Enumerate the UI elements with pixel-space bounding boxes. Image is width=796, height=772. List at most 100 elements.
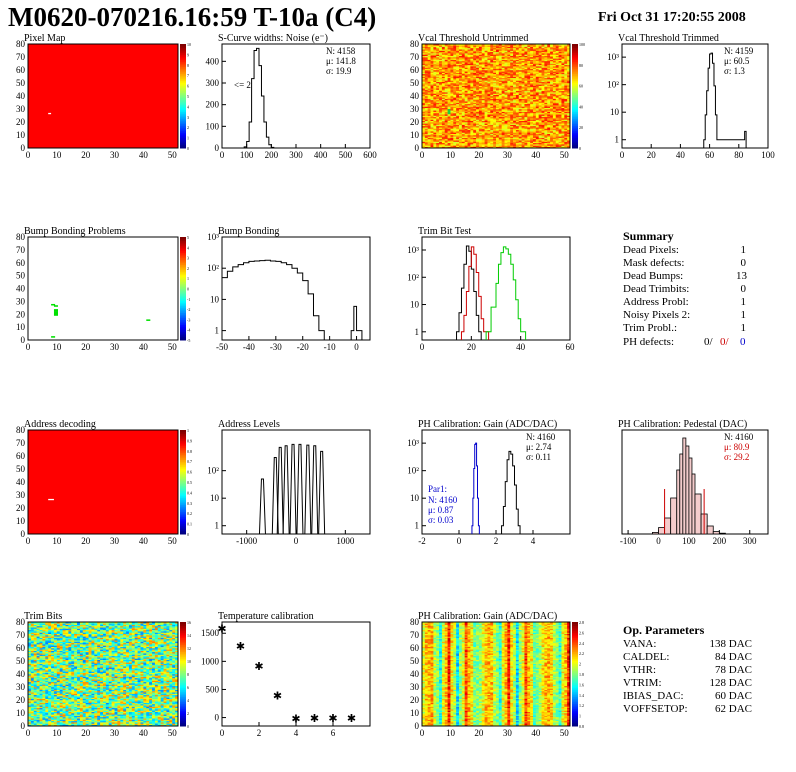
- heatmap-cell: [427, 92, 431, 94]
- heatmap-cell: [493, 50, 497, 53]
- heatmap-cell: [521, 63, 525, 66]
- heatmap-cell: [461, 58, 465, 60]
- heatmap-cell: [504, 92, 508, 94]
- heatmap-cell: [424, 89, 428, 92]
- heatmap-cell: [459, 111, 463, 114]
- heatmap-cell: [521, 86, 525, 89]
- heatmap-cell: [481, 97, 485, 99]
- heatmap-cell: [498, 77, 502, 80]
- heatmap-cell: [490, 103, 494, 106]
- colorbar-segment: [180, 118, 186, 121]
- heatmap-cell: [524, 70, 528, 72]
- pedestal-bar: [712, 531, 720, 535]
- heatmap-cell: [490, 131, 494, 133]
- pedestal-bar: [652, 532, 659, 535]
- heatmap-cell: [487, 47, 491, 50]
- heatmap-cell: [478, 55, 483, 58]
- y-tick-label: 50: [16, 78, 26, 88]
- heatmap-cell: [422, 68, 426, 71]
- heatmap-cell: [422, 92, 426, 94]
- x-tick-label: 600: [363, 150, 377, 160]
- heatmap-cell: [487, 145, 491, 147]
- heatmap-cell: [498, 79, 502, 81]
- heatmap-cell: [433, 90, 437, 93]
- heatmap-cell: [510, 101, 514, 103]
- heatmap-cell: [459, 109, 463, 111]
- heatmap-cell: [510, 86, 514, 89]
- heatmap-cell: [422, 109, 426, 111]
- heatmap-cell: [530, 93, 534, 95]
- x-tick-label: 2: [494, 536, 499, 546]
- heatmap-cell: [490, 145, 494, 147]
- heatmap-cell: [501, 107, 505, 110]
- heatmap-cell: [478, 58, 483, 60]
- colorbar-segment: [180, 101, 186, 104]
- heatmap-cell: [447, 137, 451, 140]
- heatmap-cell: [504, 133, 508, 136]
- heatmap-cell: [444, 109, 448, 111]
- heatmap-cell: [464, 110, 468, 112]
- heatmap-cells: [27, 43, 179, 149]
- heatmap-cell: [433, 64, 437, 67]
- heatmap-cell: [496, 75, 500, 77]
- colorbar-segment: [180, 109, 186, 113]
- heatmap-cell: [481, 103, 485, 106]
- heatmap-cell: [467, 49, 471, 51]
- heatmap-cell: [510, 129, 514, 132]
- heatmap-cell: [507, 66, 511, 68]
- heatmap-cell: [450, 92, 454, 94]
- heatmap-cell: [530, 85, 534, 88]
- heatmap-cell: [498, 110, 502, 112]
- heatmap-cell: [510, 119, 514, 121]
- heatmap-cell: [444, 135, 448, 137]
- heatmap-cell: [504, 132, 508, 134]
- heatmap-cell: [487, 85, 491, 88]
- heatmap-cell: [441, 118, 446, 120]
- heatmap-cell: [490, 106, 494, 108]
- heatmap-cell: [515, 88, 520, 90]
- heatmap-cell: [498, 114, 502, 116]
- heatmap-cell: [433, 50, 437, 53]
- heatmap-cell: [515, 99, 520, 102]
- heatmap-cell: [450, 80, 454, 82]
- heatmap-cell: [473, 123, 477, 125]
- colorbar-segment: [180, 116, 186, 120]
- heatmap-cell: [441, 120, 446, 123]
- heatmap-cell: [501, 116, 505, 119]
- heatmap-cell: [441, 68, 446, 71]
- heatmap-cell: [504, 144, 508, 146]
- heatmap-cell: [470, 84, 474, 86]
- heatmap-cell: [510, 73, 514, 76]
- colorbar-segment: [180, 82, 186, 85]
- pedestal-bar: [694, 493, 702, 535]
- heatmap-cell: [493, 122, 497, 124]
- x-tick-label: 50: [168, 536, 178, 546]
- heatmap-cell: [447, 115, 451, 118]
- heatmap-cell: [430, 79, 434, 81]
- heatmap-cell: [464, 80, 468, 82]
- heatmap-cell: [501, 62, 505, 64]
- heatmap-cell: [513, 77, 517, 80]
- heatmap-cell: [427, 44, 431, 46]
- heatmap-cell: [456, 59, 460, 62]
- heatmap-cell: [484, 115, 488, 118]
- heatmap-cell: [524, 131, 528, 133]
- heatmap-cells: [27, 621, 179, 727]
- heatmap-cell: [433, 137, 437, 140]
- heatmap-cell: [436, 136, 440, 138]
- heatmap-cell: [490, 76, 494, 79]
- heatmap-cell: [453, 93, 457, 95]
- heatmap-cell: [473, 73, 477, 76]
- heatmap-cell: [447, 72, 451, 75]
- colorbar-segment: [180, 132, 186, 135]
- heatmap-cell: [518, 92, 522, 94]
- heatmap-cell: [507, 140, 511, 142]
- heatmap-cell: [487, 116, 491, 119]
- heatmap-cell: [498, 103, 502, 106]
- heatmap-cell: [467, 136, 471, 138]
- heatmap-cell: [518, 115, 522, 118]
- heatmap-cell: [518, 49, 522, 51]
- heatmap-cell: [459, 141, 463, 144]
- heatmap-cell: [450, 141, 454, 144]
- heatmap-cell: [518, 140, 522, 142]
